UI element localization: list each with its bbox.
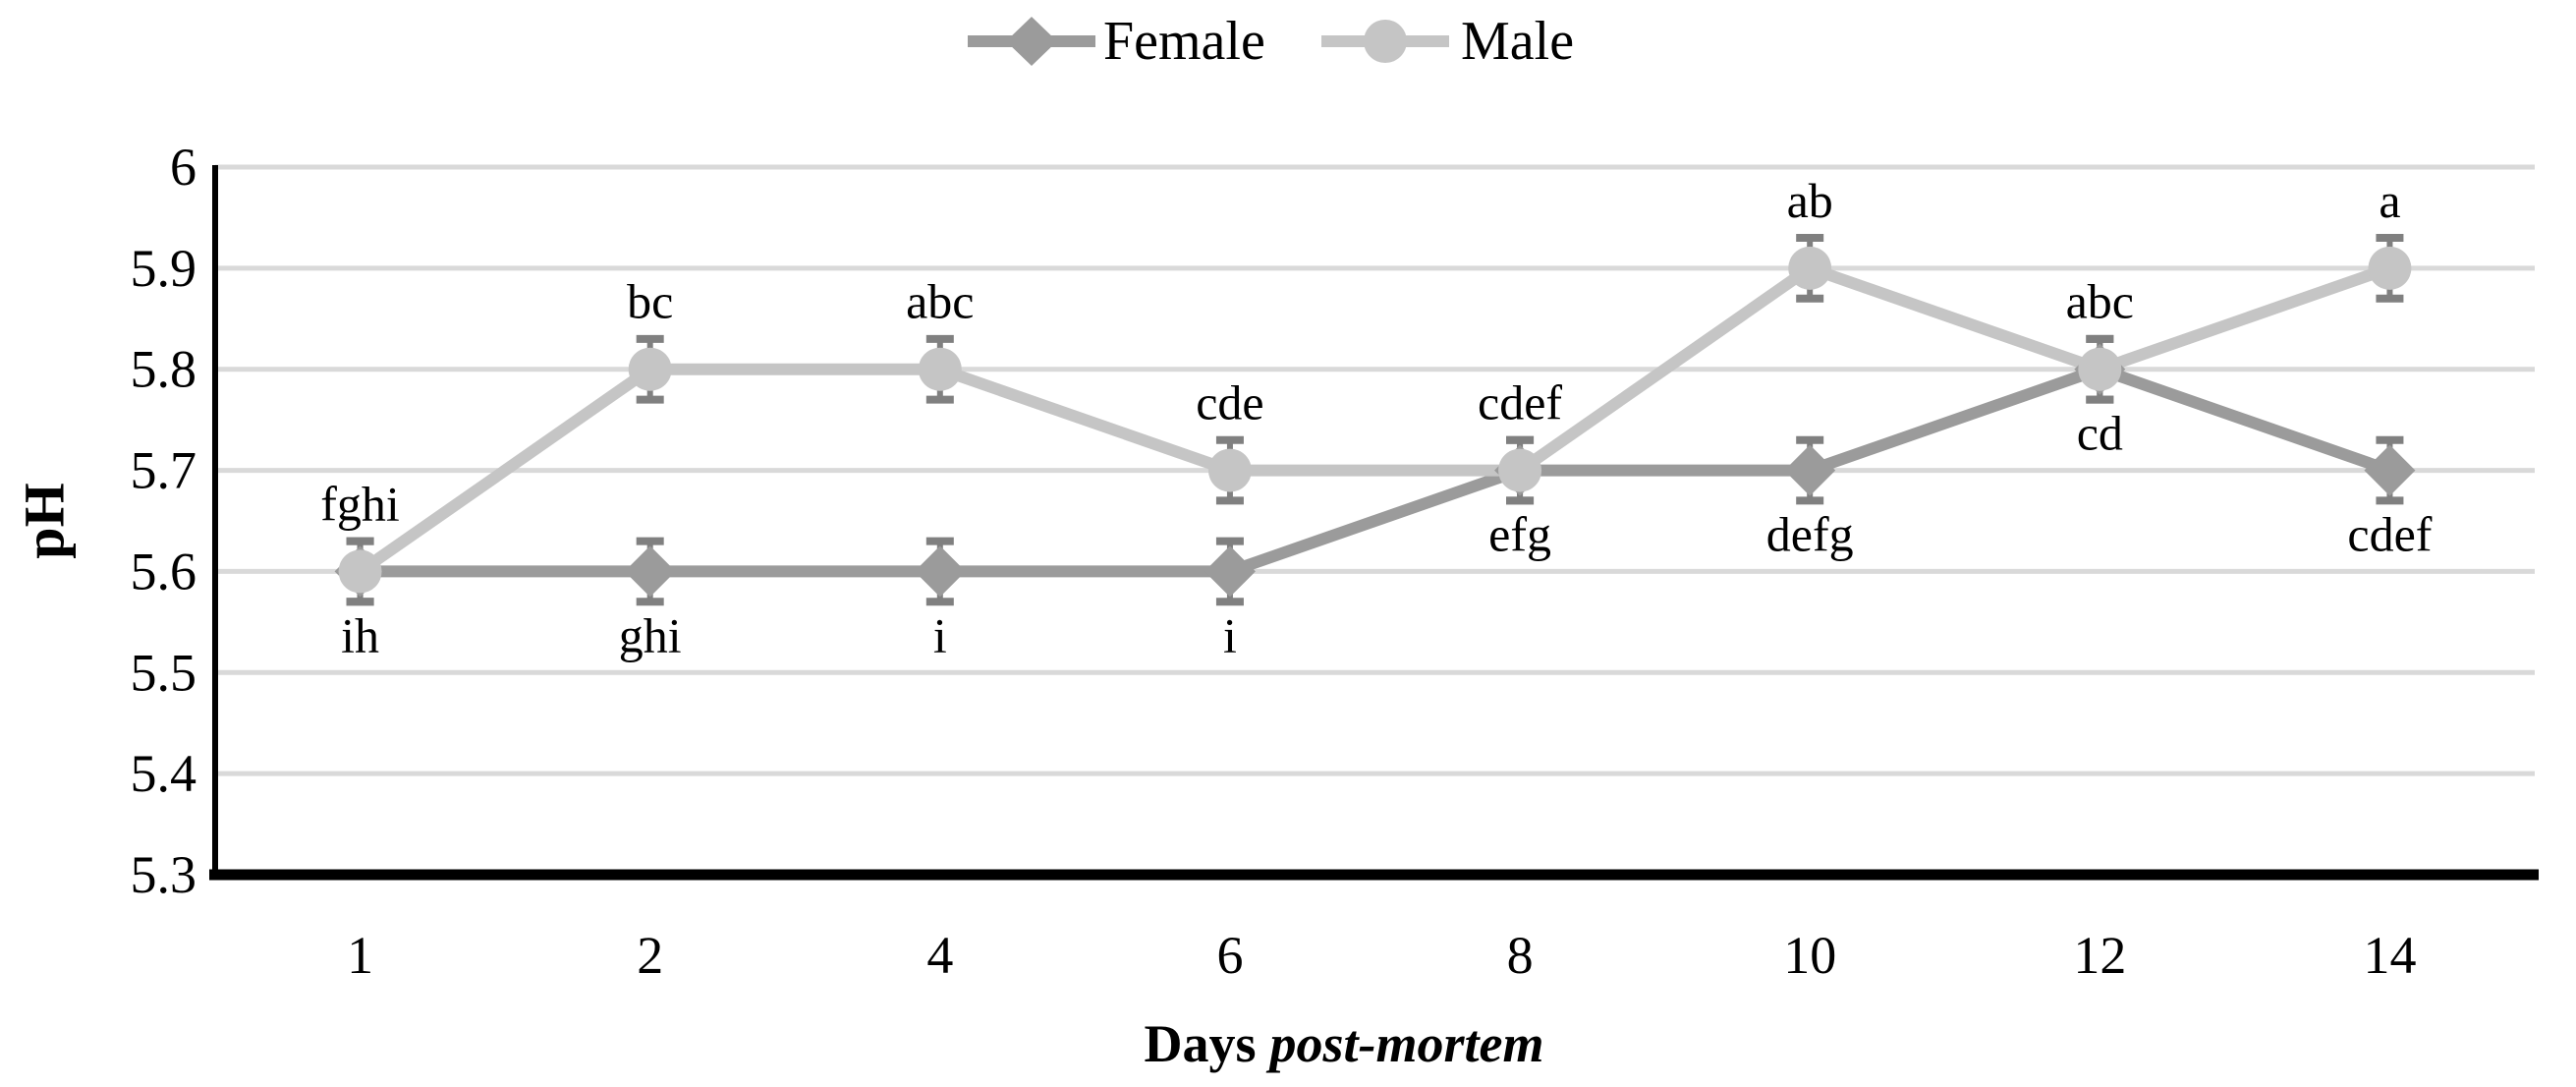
point-label-below: i — [933, 607, 947, 662]
legend: Female Male — [968, 11, 1574, 72]
male-marker-circle-icon — [1788, 246, 1832, 290]
point-label-above: cde — [1196, 375, 1263, 430]
y-tick-label: 5.9 — [131, 239, 197, 298]
female-marker-diamond-icon — [1204, 545, 1256, 598]
female-marker-diamond-icon — [624, 545, 676, 598]
male-marker-circle-icon — [2078, 347, 2122, 391]
y-tick-label: 6 — [170, 138, 196, 197]
male-series-line — [357, 261, 2392, 577]
x-tick-label: 6 — [1216, 926, 1243, 985]
x-tick-label: 12 — [2073, 926, 2126, 985]
x-axis-title-postmortem: post-mortem — [1266, 1014, 1544, 1073]
point-label-below: i — [1223, 607, 1237, 662]
y-tick-label: 5.7 — [131, 441, 197, 500]
x-tick-label: 2 — [637, 926, 663, 985]
y-axis-title: pH — [12, 483, 76, 558]
female-series-line — [360, 363, 2392, 578]
point-label-below: efg — [1488, 507, 1551, 562]
female-marker-diamond-icon — [1784, 444, 1836, 496]
y-tick-label: 5.5 — [131, 643, 197, 702]
point-label-above: abc — [2066, 274, 2134, 329]
point-label-below: defg — [1766, 507, 1854, 562]
x-tick-label: 1 — [347, 926, 373, 985]
point-label-above: ab — [1787, 173, 1833, 228]
x-tick-label: 8 — [1507, 926, 1534, 985]
x-axis-title: Days post-mortem — [1144, 1014, 1543, 1073]
female-marker-diamond-icon — [2364, 444, 2416, 496]
y-tick-label: 5.3 — [131, 845, 197, 904]
x-tick-label: 4 — [926, 926, 953, 985]
point-label-below: cdef — [2347, 507, 2432, 562]
point-label-below: ih — [341, 607, 379, 662]
female-marker-diamond-icon — [914, 545, 966, 598]
male-marker-circle-icon — [1207, 448, 1252, 492]
male-marker-circle-icon — [2368, 246, 2412, 290]
point-label-above: cdef — [1478, 375, 1562, 430]
point-label-below: cd — [2077, 406, 2123, 461]
male-marker-circle-icon — [338, 549, 382, 594]
x-tick-label: 10 — [1783, 926, 1836, 985]
point-label-above: a — [2379, 173, 2400, 228]
point-label-above: abc — [906, 274, 974, 329]
y-tick-label: 5.8 — [131, 340, 197, 399]
tick-labels: 65.95.85.75.65.55.45.31 2 4 6 8 10 12 14 — [131, 138, 2417, 985]
point-label-below: ghi — [619, 607, 682, 662]
y-tick-label: 5.4 — [131, 744, 197, 803]
y-tick-label: 5.6 — [131, 542, 197, 601]
series-layer: ih ghi i i efg defg cd cdef fghi bc abc cde cdef ab ab… — [320, 173, 2433, 663]
x-axis-title-days: Days — [1144, 1014, 1256, 1073]
x-tick-label: 14 — [2363, 926, 2416, 985]
male-marker-circle-icon — [628, 347, 672, 391]
point-label-above: fghi — [320, 476, 400, 531]
legend-label-male: Male — [1461, 11, 1574, 72]
male-marker-circle-icon — [1498, 448, 1542, 492]
legend-female-diamond-icon — [1006, 17, 1057, 66]
legend-label-female: Female — [1103, 11, 1265, 72]
male-marker-circle-icon — [918, 347, 962, 391]
legend-male-circle-icon — [1364, 20, 1407, 63]
point-label-above: bc — [627, 274, 673, 329]
